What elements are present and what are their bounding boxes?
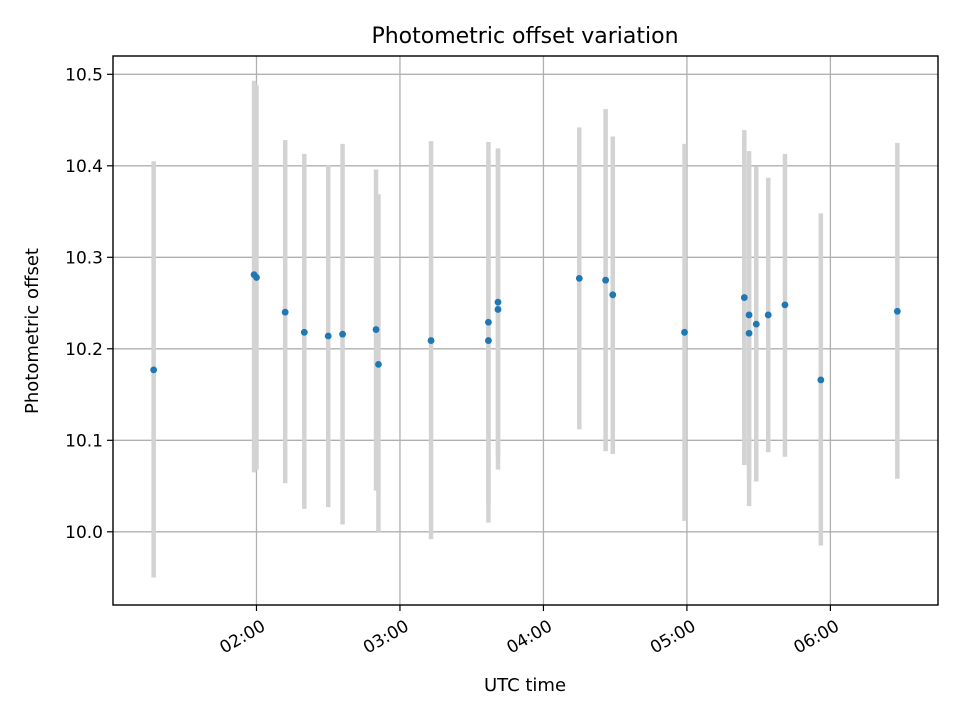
- data-point: [609, 291, 617, 299]
- data-point: [372, 326, 380, 333]
- data-point: [150, 366, 158, 374]
- data-point: [745, 329, 753, 337]
- data-point: [494, 306, 502, 313]
- data-point: [324, 332, 332, 340]
- data-point: [602, 276, 610, 284]
- data-point: [375, 360, 382, 368]
- data-point: [817, 376, 825, 384]
- data-point: [253, 274, 260, 281]
- grid: [113, 56, 938, 605]
- data-point: [681, 328, 688, 336]
- y-axis-label: Photometric offset: [22, 248, 43, 414]
- data-points: [150, 271, 901, 384]
- plot-frame: [112, 55, 939, 606]
- data-point: [300, 328, 308, 336]
- data-point: [339, 330, 346, 338]
- chart-title: Photometric offset variation: [371, 24, 678, 49]
- data-point: [781, 301, 789, 309]
- data-point: [752, 320, 760, 328]
- data-point: [281, 308, 289, 316]
- y-tick-label: 10.1: [65, 431, 103, 451]
- data-point: [485, 318, 492, 326]
- data-point: [764, 311, 772, 319]
- y-tick-label: 10.0: [65, 523, 103, 543]
- y-tick-label: 10.4: [65, 157, 103, 177]
- data-point: [745, 311, 753, 319]
- y-tick-label: 10.3: [65, 248, 103, 268]
- data-point: [575, 274, 583, 282]
- data-point: [740, 294, 748, 301]
- y-tick-label: 10.2: [65, 340, 103, 360]
- x-axis-label: UTC time: [484, 675, 566, 696]
- data-point: [893, 307, 901, 315]
- data-point: [427, 337, 435, 344]
- data-point: [494, 298, 502, 306]
- y-tick-label: 10.5: [65, 65, 103, 85]
- data-point: [485, 337, 492, 344]
